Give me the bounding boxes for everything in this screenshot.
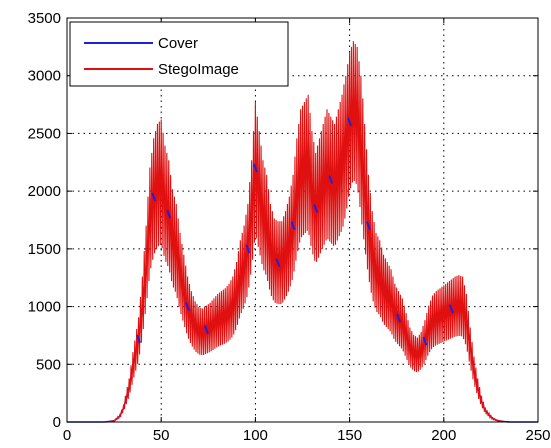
- cover-point: [448, 304, 454, 314]
- legend: Cover StegoImage: [69, 21, 289, 87]
- y-tick-label: 3000: [28, 68, 61, 85]
- legend-label-cover: Cover: [158, 35, 198, 52]
- x-tick-labels: 0 50 100 150 200 250: [63, 427, 551, 444]
- y-tick-labels: 0 500 1000 1500 2000 2500 3000 3500: [28, 10, 61, 431]
- x-tick-label: 250: [525, 427, 550, 444]
- cover-point: [396, 313, 402, 323]
- cover-point: [290, 221, 296, 231]
- cover-point: [347, 117, 353, 127]
- cover-point: [185, 302, 191, 311]
- cover-point: [136, 334, 142, 344]
- y-tick-label: 3500: [28, 10, 61, 27]
- x-tick-label: 100: [243, 427, 268, 444]
- y-tick-label: 1500: [28, 241, 61, 258]
- cover-point: [203, 325, 209, 335]
- legend-label-stegoimage: StegoImage: [158, 61, 239, 78]
- x-tick-label: 50: [153, 427, 170, 444]
- cover-point: [252, 163, 258, 173]
- x-tick-label: 150: [337, 427, 362, 444]
- cover-point: [422, 336, 428, 346]
- series-stegoimage-line: [67, 41, 538, 423]
- cover-point: [166, 209, 172, 219]
- legend-box: [69, 21, 289, 87]
- cover-point: [328, 175, 334, 184]
- y-tick-label: 2000: [28, 183, 61, 200]
- y-tick-label: 1000: [28, 299, 61, 316]
- x-tick-label: 0: [63, 427, 71, 444]
- cover-point: [366, 221, 371, 231]
- y-tick-label: 0: [53, 414, 61, 431]
- cover-point: [245, 244, 251, 254]
- y-tick-label: 2500: [28, 125, 61, 142]
- cover-point: [151, 192, 157, 202]
- cover-point: [275, 258, 281, 268]
- y-tick-label: 500: [36, 356, 61, 373]
- plot-series: [67, 41, 538, 423]
- plot-frame: [66, 17, 539, 423]
- x-tick-label: 200: [431, 427, 456, 444]
- cover-point: [313, 204, 319, 213]
